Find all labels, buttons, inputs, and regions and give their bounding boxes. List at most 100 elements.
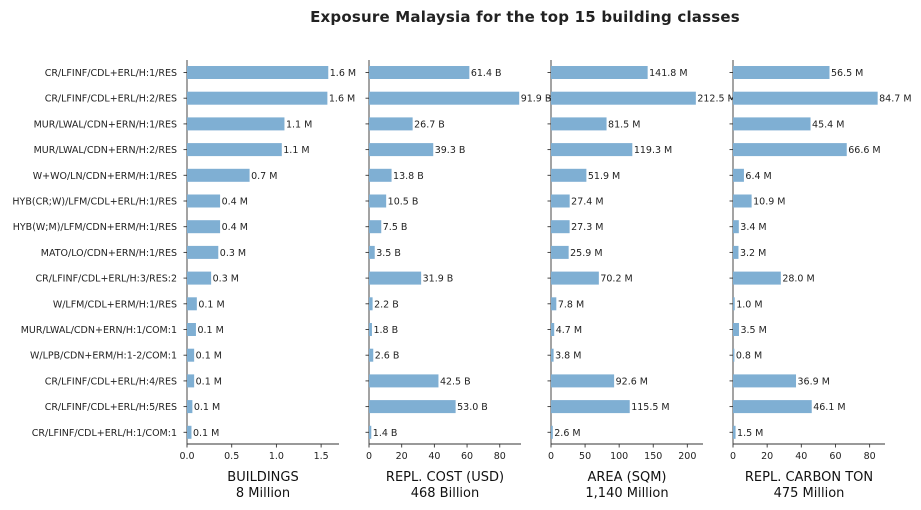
bar — [369, 143, 434, 157]
data-label: 10.9 M — [753, 197, 785, 208]
bar — [187, 194, 221, 208]
bar — [369, 220, 382, 234]
x-tick-label: 60 — [461, 451, 473, 462]
data-label: 0.4 M — [222, 222, 248, 233]
bar — [733, 117, 811, 131]
data-label: 212.5 M — [697, 94, 735, 105]
data-label: 0.1 M — [196, 351, 222, 362]
bar — [369, 425, 372, 439]
data-label: 27.4 M — [571, 197, 603, 208]
data-label: 0.3 M — [213, 274, 239, 285]
x-axis-label: BUILDINGS — [227, 470, 298, 485]
bar — [551, 194, 570, 208]
data-label: 1.8 B — [373, 325, 398, 336]
data-label: 0.1 M — [198, 299, 224, 310]
data-label: 0.7 M — [251, 171, 277, 182]
bar — [551, 271, 599, 285]
data-label: 26.7 B — [414, 119, 445, 130]
category-label: CR/LFINF/CDL+ERL/H:3/RES:2 — [35, 274, 177, 285]
bar — [551, 220, 570, 234]
category-label: HYB(CR;W)/LFM/CDL+ERL/H:1/RES — [12, 197, 177, 208]
x-tick-label: 0 — [366, 451, 372, 462]
bar — [369, 297, 373, 311]
data-label: 0.1 M — [194, 402, 220, 413]
data-label: 0.1 M — [193, 428, 219, 439]
bar — [733, 143, 847, 157]
bar — [187, 425, 192, 439]
x-tick-label: 40 — [428, 451, 440, 462]
category-label: MUR/LWAL/CDN+ERN/H:1/COM:1 — [21, 325, 177, 336]
panel-total: 8 Million — [236, 486, 290, 501]
category-label: CR/LFINF/CDL+ERL/H:2/RES — [45, 94, 177, 105]
bar — [733, 348, 735, 362]
bar — [369, 117, 413, 131]
x-tick-label: 200 — [678, 451, 696, 462]
x-tick-label: 1.5 — [314, 451, 329, 462]
x-tick-label: 0.5 — [224, 451, 239, 462]
bar — [369, 66, 470, 79]
bar — [733, 220, 739, 234]
bar — [733, 168, 744, 182]
x-tick-label: 150 — [644, 451, 662, 462]
bar — [733, 323, 739, 336]
data-label: 91.9 B — [521, 94, 552, 105]
x-axis-label: AREA (SQM) — [587, 470, 666, 485]
bar — [551, 297, 557, 311]
x-axis-label: REPL. COST (USD) — [386, 470, 504, 485]
x-tick-label: 60 — [829, 451, 841, 462]
bar — [369, 348, 374, 362]
x-tick-label: 50 — [579, 451, 591, 462]
data-label: 66.6 M — [848, 145, 880, 156]
bar — [551, 66, 648, 79]
data-label: 4.7 M — [556, 325, 582, 336]
category-label: MUR/LWAL/CDN+ERN/H:2/RES — [34, 145, 177, 156]
bar — [369, 194, 387, 208]
chart-title: Exposure Malaysia for the top 15 buildin… — [310, 8, 740, 26]
data-label: 46.1 M — [813, 402, 845, 413]
x-tick-label: 80 — [494, 451, 506, 462]
data-label: 119.3 M — [634, 145, 672, 156]
bar — [733, 245, 739, 259]
x-tick-label: 100 — [610, 451, 628, 462]
x-tick-label: 0 — [730, 451, 736, 462]
bar — [551, 348, 554, 362]
data-label: 141.8 M — [649, 68, 687, 79]
data-label: 3.8 M — [555, 351, 581, 362]
bar — [187, 245, 219, 259]
bar — [187, 117, 285, 131]
data-label: 92.6 M — [616, 376, 648, 387]
data-label: 42.5 B — [440, 376, 471, 387]
bar — [733, 271, 781, 285]
bar — [187, 374, 195, 388]
bar — [369, 323, 372, 336]
bar — [551, 91, 696, 105]
bar — [187, 91, 328, 105]
data-label: 2.6 M — [554, 428, 580, 439]
bar — [187, 400, 193, 414]
data-label: 25.9 M — [570, 248, 602, 259]
x-tick-label: 80 — [864, 451, 876, 462]
category-label: W/LPB/CDN+ERM/H:1-2/COM:1 — [30, 351, 177, 362]
bar — [551, 143, 633, 157]
bar — [187, 297, 197, 311]
panel-total: 475 Million — [774, 486, 845, 501]
data-label: 1.1 M — [283, 145, 309, 156]
data-label: 70.2 M — [600, 274, 632, 285]
data-label: 1.4 B — [373, 428, 398, 439]
bar — [551, 323, 555, 336]
category-label: W/LFM/CDL+ERM/H:1/RES — [53, 299, 177, 310]
data-label: 28.0 M — [782, 274, 814, 285]
bar — [551, 374, 615, 388]
data-label: 0.4 M — [222, 197, 248, 208]
bar — [187, 143, 282, 157]
data-label: 2.6 B — [375, 351, 400, 362]
data-label: 36.9 M — [798, 376, 830, 387]
panel-total: 468 Billion — [411, 486, 480, 501]
bar — [733, 194, 752, 208]
bar — [551, 168, 587, 182]
bar — [187, 271, 212, 285]
data-label: 1.6 M — [329, 94, 355, 105]
bar — [187, 168, 250, 182]
data-label: 0.3 M — [220, 248, 246, 259]
